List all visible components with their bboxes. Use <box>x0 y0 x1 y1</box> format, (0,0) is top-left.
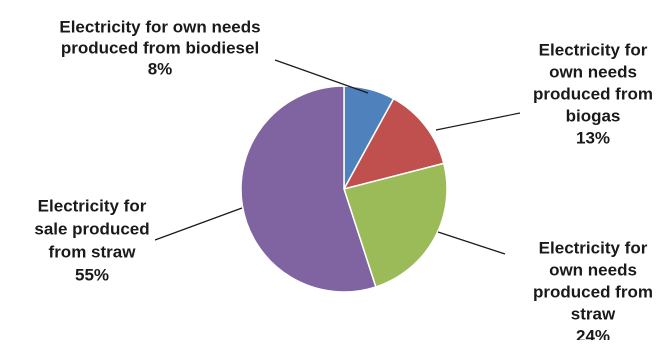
slice-value-label-3: 55% <box>75 265 109 284</box>
slice-label-2-line-2: produced from <box>533 282 653 301</box>
slice-label-2-line-1: own needs <box>549 260 637 279</box>
slice-label-1-line-2: produced from <box>533 84 653 103</box>
slice-label-0-line-1: produced from biodiesel <box>61 38 259 57</box>
pie-slice-1 <box>342 97 445 191</box>
pie-slice-3 <box>240 85 377 293</box>
labels-layer: Electricity for own needs produced from b… <box>34 17 653 345</box>
slice-value-label-1: 13% <box>576 128 610 147</box>
slice-label-1-line-3: biogas <box>566 106 621 125</box>
slice-label-3-line-2: from straw <box>49 242 137 261</box>
slice-value-label-0: 8% <box>148 59 173 78</box>
leader-line-1 <box>435 112 521 131</box>
slice-label-1-line-0: Electricity for <box>539 40 648 59</box>
slices-layer <box>240 85 448 293</box>
slice-label-3-line-0: Electricity for <box>38 196 147 215</box>
pie-slice-2 <box>343 162 448 288</box>
slice-label-2-line-3: straw <box>571 304 616 323</box>
slice-label-2-line-0: Electricity for <box>539 238 648 257</box>
slice-value-label-2: 24% <box>576 326 610 340</box>
leader-line-0 <box>274 59 369 94</box>
slice-label-1-line-1: own needs <box>549 62 637 81</box>
leader-lines-layer <box>154 59 521 255</box>
slice-label-0-line-0: Electricity for own needs <box>59 17 260 36</box>
leader-line-3 <box>154 207 243 241</box>
slice-label-3-line-1: sale produced <box>34 219 149 238</box>
leader-line-2 <box>437 231 506 255</box>
